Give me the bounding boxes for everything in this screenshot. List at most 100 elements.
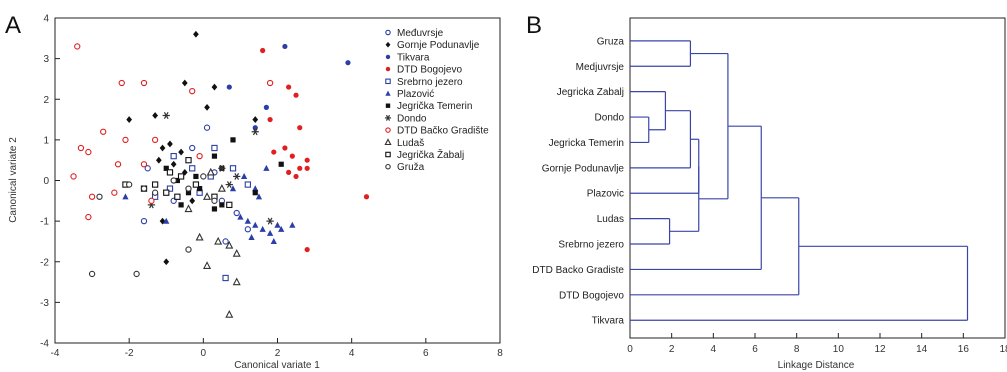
scatter-point-shape bbox=[85, 213, 92, 221]
scatter-point bbox=[163, 189, 170, 196]
scatter-point-shape bbox=[200, 173, 207, 180]
scatter-point-shape bbox=[181, 168, 188, 176]
scatter-point bbox=[237, 213, 244, 220]
dendrogram-leaf-label: Srebrno jezero bbox=[558, 240, 624, 251]
scatter-point-shape bbox=[126, 116, 133, 123]
scatter-point bbox=[232, 249, 241, 257]
scatter-y-tick-label: 2 bbox=[43, 95, 49, 106]
dendrogram-x-tick-label: 2 bbox=[669, 344, 675, 355]
scatter-point bbox=[88, 270, 96, 278]
scatter-point bbox=[181, 79, 188, 87]
scatter-point bbox=[206, 167, 215, 176]
scatter-point bbox=[185, 157, 192, 164]
scatter-point-shape bbox=[260, 47, 266, 54]
scatter-point bbox=[126, 116, 133, 123]
legend-marker bbox=[385, 66, 391, 72]
scatter-y-axis-label: Canonical variate 2 bbox=[8, 137, 19, 223]
scatter-point-stroke bbox=[267, 217, 273, 225]
scatter-point-shape bbox=[122, 193, 129, 200]
scatter-point bbox=[260, 47, 266, 54]
scatter-point-shape bbox=[244, 226, 251, 233]
scatter-point-shape bbox=[170, 152, 177, 160]
scatter-point-shape bbox=[96, 193, 103, 200]
scatter-point-shape bbox=[197, 186, 203, 192]
scatter-point bbox=[222, 238, 229, 245]
scatter-point bbox=[185, 190, 192, 196]
scatter-point-shape bbox=[266, 229, 274, 236]
scatter-point bbox=[233, 172, 241, 180]
scatter-point bbox=[74, 43, 81, 50]
legend-marker-shape bbox=[385, 66, 391, 72]
legend-label: Jegrička Žabalj bbox=[397, 148, 464, 161]
scatter-point-shape bbox=[252, 190, 258, 196]
legend-label: Jegrička Temerin bbox=[397, 101, 472, 112]
scatter-point bbox=[167, 140, 173, 148]
scatter-point-shape bbox=[293, 173, 299, 180]
scatter-point bbox=[225, 309, 234, 318]
scatter-point-shape bbox=[189, 165, 196, 172]
scatter-point-shape bbox=[237, 213, 244, 220]
dendrogram-b: 0 2 4 6 8 10 12 14 16 18 Gruza Medjuvrsje Jegricka … bbox=[532, 17, 1007, 371]
scatter-point bbox=[193, 30, 199, 38]
scatter-point-shape bbox=[189, 197, 196, 205]
scatter-y-tick-label: -1 bbox=[40, 217, 49, 228]
scatter-point-shape bbox=[244, 181, 251, 188]
scatter-point bbox=[151, 181, 159, 188]
panel-b-letter: B bbox=[526, 12, 542, 39]
legend-label: Dondo bbox=[397, 113, 427, 124]
scatter-point bbox=[252, 116, 259, 123]
dendrogram-leaf-label: Plazovic bbox=[587, 189, 624, 200]
scatter-point-shape bbox=[252, 221, 259, 228]
scatter-point-shape bbox=[203, 124, 211, 131]
scatter-point bbox=[259, 225, 266, 232]
scatter-point bbox=[229, 165, 237, 172]
legend-marker bbox=[385, 90, 391, 96]
scatter-point-shape bbox=[163, 258, 170, 266]
legend-label: Tikvara bbox=[397, 52, 430, 63]
scatter-point-shape bbox=[270, 238, 277, 245]
scatter-point bbox=[197, 186, 203, 192]
scatter-point-shape bbox=[225, 309, 234, 318]
scatter-point-shape bbox=[278, 161, 284, 167]
panel-a-letter: A bbox=[5, 12, 21, 39]
scatter-point-shape bbox=[252, 185, 259, 192]
scatter-point bbox=[140, 217, 148, 225]
legend-marker bbox=[385, 41, 391, 48]
scatter-point bbox=[211, 153, 218, 159]
scatter-point-shape bbox=[133, 270, 140, 278]
scatter-point bbox=[293, 92, 299, 98]
scatter-point bbox=[282, 145, 288, 151]
scatter-points bbox=[70, 30, 370, 318]
scatter-point-shape bbox=[163, 189, 170, 196]
scatter-point bbox=[297, 165, 303, 171]
scatter-point-shape bbox=[151, 181, 159, 188]
scatter-point bbox=[189, 144, 196, 152]
legend-marker bbox=[385, 29, 391, 36]
scatter-point-shape bbox=[232, 277, 241, 286]
scatter-point bbox=[185, 246, 192, 253]
scatter-x-tick-label: -2 bbox=[125, 348, 134, 359]
scatter-point bbox=[85, 213, 92, 221]
scatter-point bbox=[111, 189, 118, 196]
scatter-point bbox=[263, 104, 269, 110]
scatter-point bbox=[219, 202, 225, 208]
scatter-point bbox=[192, 181, 200, 188]
dendrogram-leaf-label: Jegricka Zabalj bbox=[557, 87, 624, 98]
scatter-point-shape bbox=[195, 232, 204, 241]
scatter-point bbox=[114, 161, 122, 168]
legend-marker-shape bbox=[385, 54, 391, 60]
scatter-point bbox=[289, 221, 296, 228]
scatter-point bbox=[100, 128, 107, 135]
dendrogram-leaf-label: Jegricka Temerin bbox=[549, 138, 624, 149]
scatter-point-shape bbox=[226, 84, 232, 90]
scatter-point bbox=[170, 177, 177, 184]
scatter-point-shape bbox=[170, 177, 177, 184]
scatter-point-shape bbox=[345, 60, 351, 66]
dendrogram-leaf-label: Gornje Podunavlje bbox=[542, 163, 625, 174]
scatter-point-shape bbox=[140, 185, 148, 192]
scatter-point-shape bbox=[304, 157, 310, 163]
scatter-point-shape bbox=[140, 217, 148, 225]
scatter-point bbox=[189, 197, 196, 205]
scatter-point bbox=[229, 185, 237, 192]
legend-marker bbox=[385, 127, 391, 133]
